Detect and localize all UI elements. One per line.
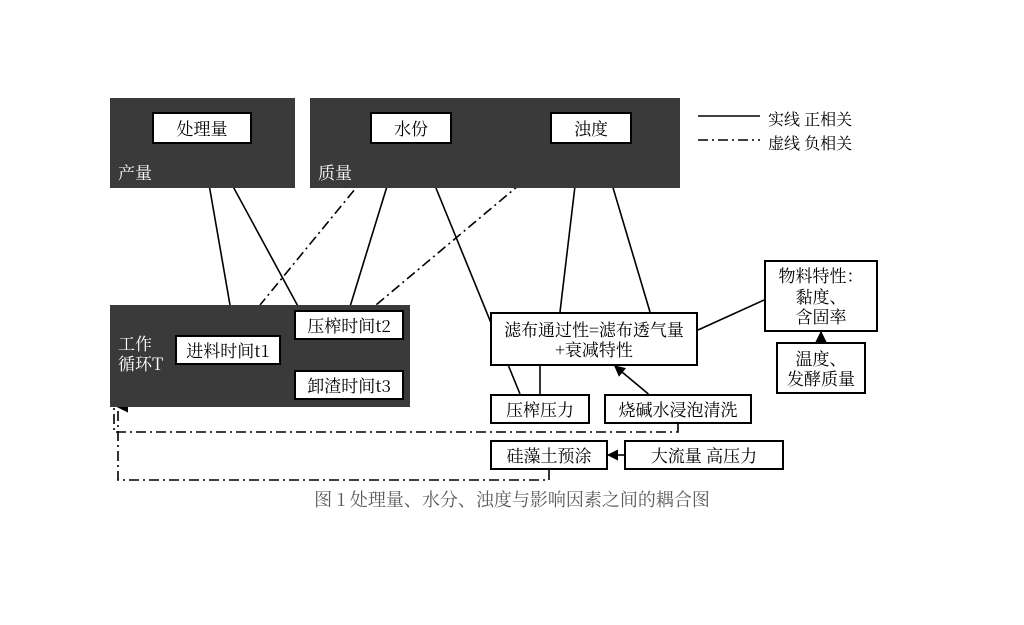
box-press-time-text: 压榨时间t2 [307, 315, 391, 335]
box-cloth-text: 滤布通过性=滤布透气量 +衰减特性 [504, 319, 684, 360]
box-feed-time: 进料时间t1 [175, 335, 281, 365]
box-material-prop: 物料特性： 黏度、 含固率 [764, 260, 878, 332]
box-material-text: 物料特性： 黏度、 含固率 [779, 265, 864, 326]
box-temp-ferment: 温度、 发酵质量 [776, 342, 866, 394]
panel-cycle-label: 工作 循环T [118, 333, 163, 374]
box-press-time: 压榨时间t2 [294, 310, 404, 340]
box-turbidity-text: 浊度 [574, 118, 608, 138]
legend-solid-label: 实线 正相关 [768, 107, 852, 130]
box-feed-time-text: 进料时间t1 [186, 340, 270, 360]
box-naoh-text: 烧碱水浸泡清洗 [619, 399, 738, 419]
box-throughput-text: 处理量 [177, 118, 228, 138]
box-press-pressure-text: 压榨压力 [506, 399, 574, 419]
panel-output-label: 产量 [118, 159, 152, 184]
box-temp-ferment-text: 温度、 发酵质量 [787, 348, 855, 389]
box-diatom-precoat: 硅藻土预涂 [490, 440, 608, 470]
box-flow-pressure: 大流量 高压力 [624, 440, 784, 470]
diagram-stage: 产量 质量 工作 循环T 处理量 水份 浊度 进料时间t1 压榨时间t2 卸渣时… [0, 0, 1024, 625]
panel-quality-label: 质量 [318, 159, 352, 184]
box-press-pressure: 压榨压力 [490, 394, 590, 424]
box-dump-time-text: 卸渣时间t3 [307, 375, 391, 395]
box-diatom-text: 硅藻土预涂 [507, 445, 592, 465]
legend-dashed-label: 虚线 负相关 [768, 131, 852, 154]
box-flow-pressure-text: 大流量 高压力 [651, 445, 757, 465]
box-naoh-clean: 烧碱水浸泡清洗 [604, 394, 752, 424]
box-dump-time: 卸渣时间t3 [294, 370, 404, 400]
box-turbidity: 浊度 [550, 112, 632, 144]
box-cloth-permeability: 滤布通过性=滤布透气量 +衰减特性 [490, 312, 698, 366]
figure-caption: 图 1 处理量、水分、浊度与影响因素之间的耦合图 [0, 486, 1024, 512]
box-moisture: 水份 [370, 112, 452, 144]
box-moisture-text: 水份 [394, 118, 428, 138]
box-throughput: 处理量 [152, 112, 252, 144]
